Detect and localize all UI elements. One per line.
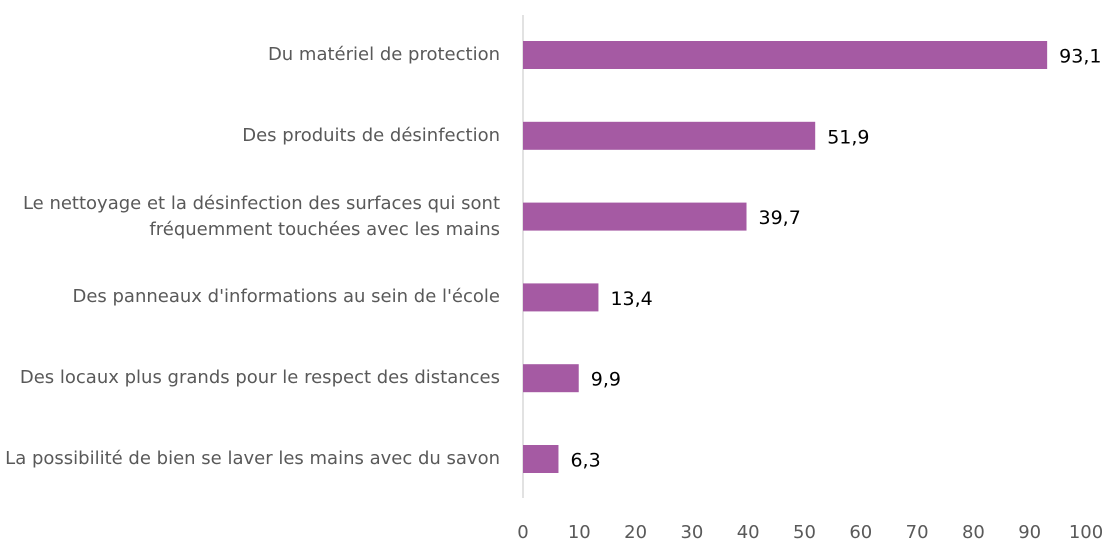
x-tick-label: 20 [624, 522, 647, 541]
y-tick-label: Des produits de désinfection [242, 124, 500, 146]
x-tick-label: 30 [680, 522, 703, 541]
y-tick-label: Des panneaux d'informations au sein de l… [72, 286, 500, 308]
value-label: 93,1 [1059, 46, 1101, 68]
value-label: 13,4 [610, 288, 652, 310]
y-tick-label: La possibilité de bien se laver les main… [5, 448, 500, 469]
x-tick-label: 70 [906, 522, 929, 541]
x-tick-label: 0 [517, 522, 528, 541]
value-label: 9,9 [591, 369, 621, 391]
bar [523, 364, 579, 393]
y-tick-label: Des locaux plus grands pour le respect d… [19, 367, 500, 389]
value-label: 39,7 [759, 207, 801, 229]
x-tick-label: 80 [962, 522, 985, 541]
value-label: 6,3 [570, 450, 600, 472]
bar [523, 41, 1048, 69]
x-tick-label: 50 [793, 522, 816, 541]
value-label: 51,9 [827, 126, 869, 148]
bar [523, 445, 559, 473]
x-tick-label: 40 [737, 522, 760, 541]
x-tick-label: 60 [849, 522, 872, 541]
bar [523, 121, 816, 150]
bar [523, 283, 599, 312]
x-tick-label: 10 [568, 522, 591, 541]
x-tick-label: 100 [1069, 522, 1103, 541]
x-tick-label: 90 [1018, 522, 1041, 541]
y-tick-label: Du matériel de protection [267, 44, 500, 65]
bar [523, 202, 747, 231]
y-tick-label: Le nettoyage et la désinfection des surf… [22, 192, 500, 240]
